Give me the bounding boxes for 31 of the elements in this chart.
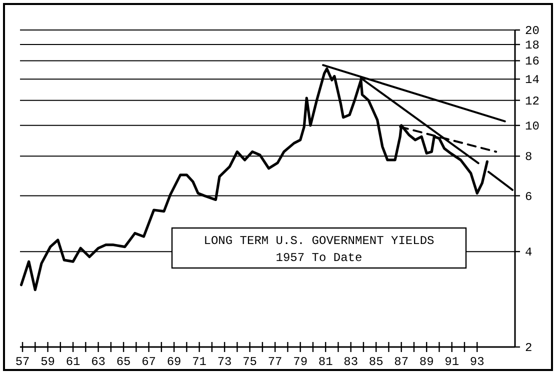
x-tick-label: 69 <box>166 355 182 369</box>
x-tick-label: 65 <box>116 355 131 369</box>
x-tick-label: 87 <box>394 355 409 369</box>
text: LONG TERM U.S. GOVERNMENT YIELDS <box>204 234 434 248</box>
x-tick-label: 91 <box>444 355 460 369</box>
y-tick-label: 18 <box>525 38 540 53</box>
y-tick-label: 10 <box>525 119 540 134</box>
x-tick-label: 59 <box>40 355 55 369</box>
y-tick-label: 14 <box>525 73 540 88</box>
x-tick-label: 75 <box>242 355 258 369</box>
x-tick-label: 63 <box>91 355 106 369</box>
y-tick-label: 4 <box>525 246 532 260</box>
x-tick-label: 85 <box>368 355 384 369</box>
x-tick-label: 61 <box>66 355 80 369</box>
y-tick-label: 6 <box>525 190 532 204</box>
x-tick-label: 71 <box>192 355 207 369</box>
text: 1957 To Date <box>276 251 362 265</box>
y-tick-label: 12 <box>525 94 540 108</box>
y-tick-label: 8 <box>525 150 532 164</box>
x-tick-label: 83 <box>344 355 358 369</box>
x-tick-label: 57 <box>15 355 30 369</box>
y-tick-label: 2 <box>525 341 532 355</box>
x-tick-label: 93 <box>470 355 484 369</box>
x-tick-label: 79 <box>293 355 308 369</box>
x-tick-label: 67 <box>142 355 156 369</box>
y-tick-label: 20 <box>525 24 540 38</box>
x-tick-label: 73 <box>217 355 232 369</box>
x-tick-label: 77 <box>268 355 282 369</box>
x-tick-label: 89 <box>419 355 434 369</box>
x-tick-label: 81 <box>318 355 333 369</box>
y-tick-label: 16 <box>525 54 540 69</box>
